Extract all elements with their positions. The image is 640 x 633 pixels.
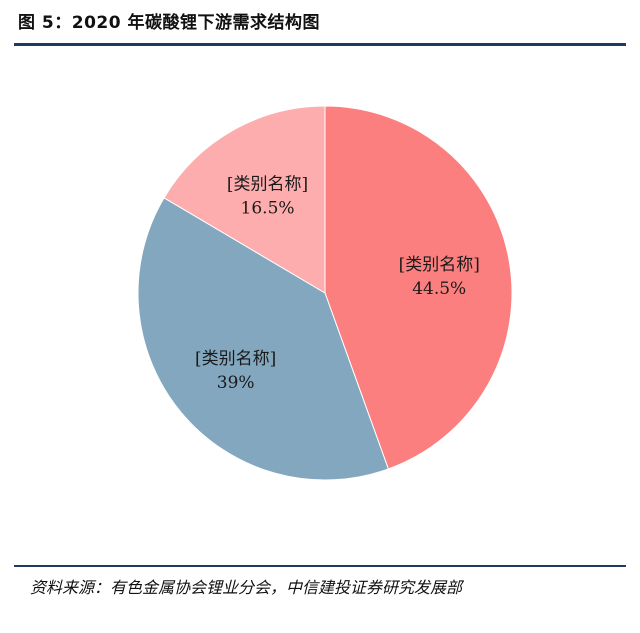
slice-value-label-3: 16.5% <box>241 198 295 218</box>
pie-slice-3 <box>163 105 326 294</box>
figure-title: 图 5：2020 年碳酸锂下游需求结构图 <box>18 13 320 33</box>
slice-category-label-3: [类别名称] <box>227 174 308 194</box>
slice-category-label-2: [类别名称] <box>195 349 276 369</box>
pie-chart: [类别名称] 44.5% [类别名称] 39% [类别名称] 16.5% <box>137 105 513 481</box>
slice-category-label-1: [类别名称] <box>399 255 480 275</box>
chart-area: [类别名称] 44.5% [类别名称] 39% [类别名称] 16.5% <box>0 46 640 556</box>
figure-source: 资料来源：有色金属协会锂业分会，中信建投证券研究发展部 <box>30 578 463 597</box>
title-rule <box>14 43 626 46</box>
slice-value-label-1: 44.5% <box>412 279 466 299</box>
source-rule <box>14 565 626 567</box>
pie-slice-1 <box>324 105 513 470</box>
slice-value-label-2: 39% <box>217 373 255 393</box>
pie-slice-2 <box>137 197 389 481</box>
